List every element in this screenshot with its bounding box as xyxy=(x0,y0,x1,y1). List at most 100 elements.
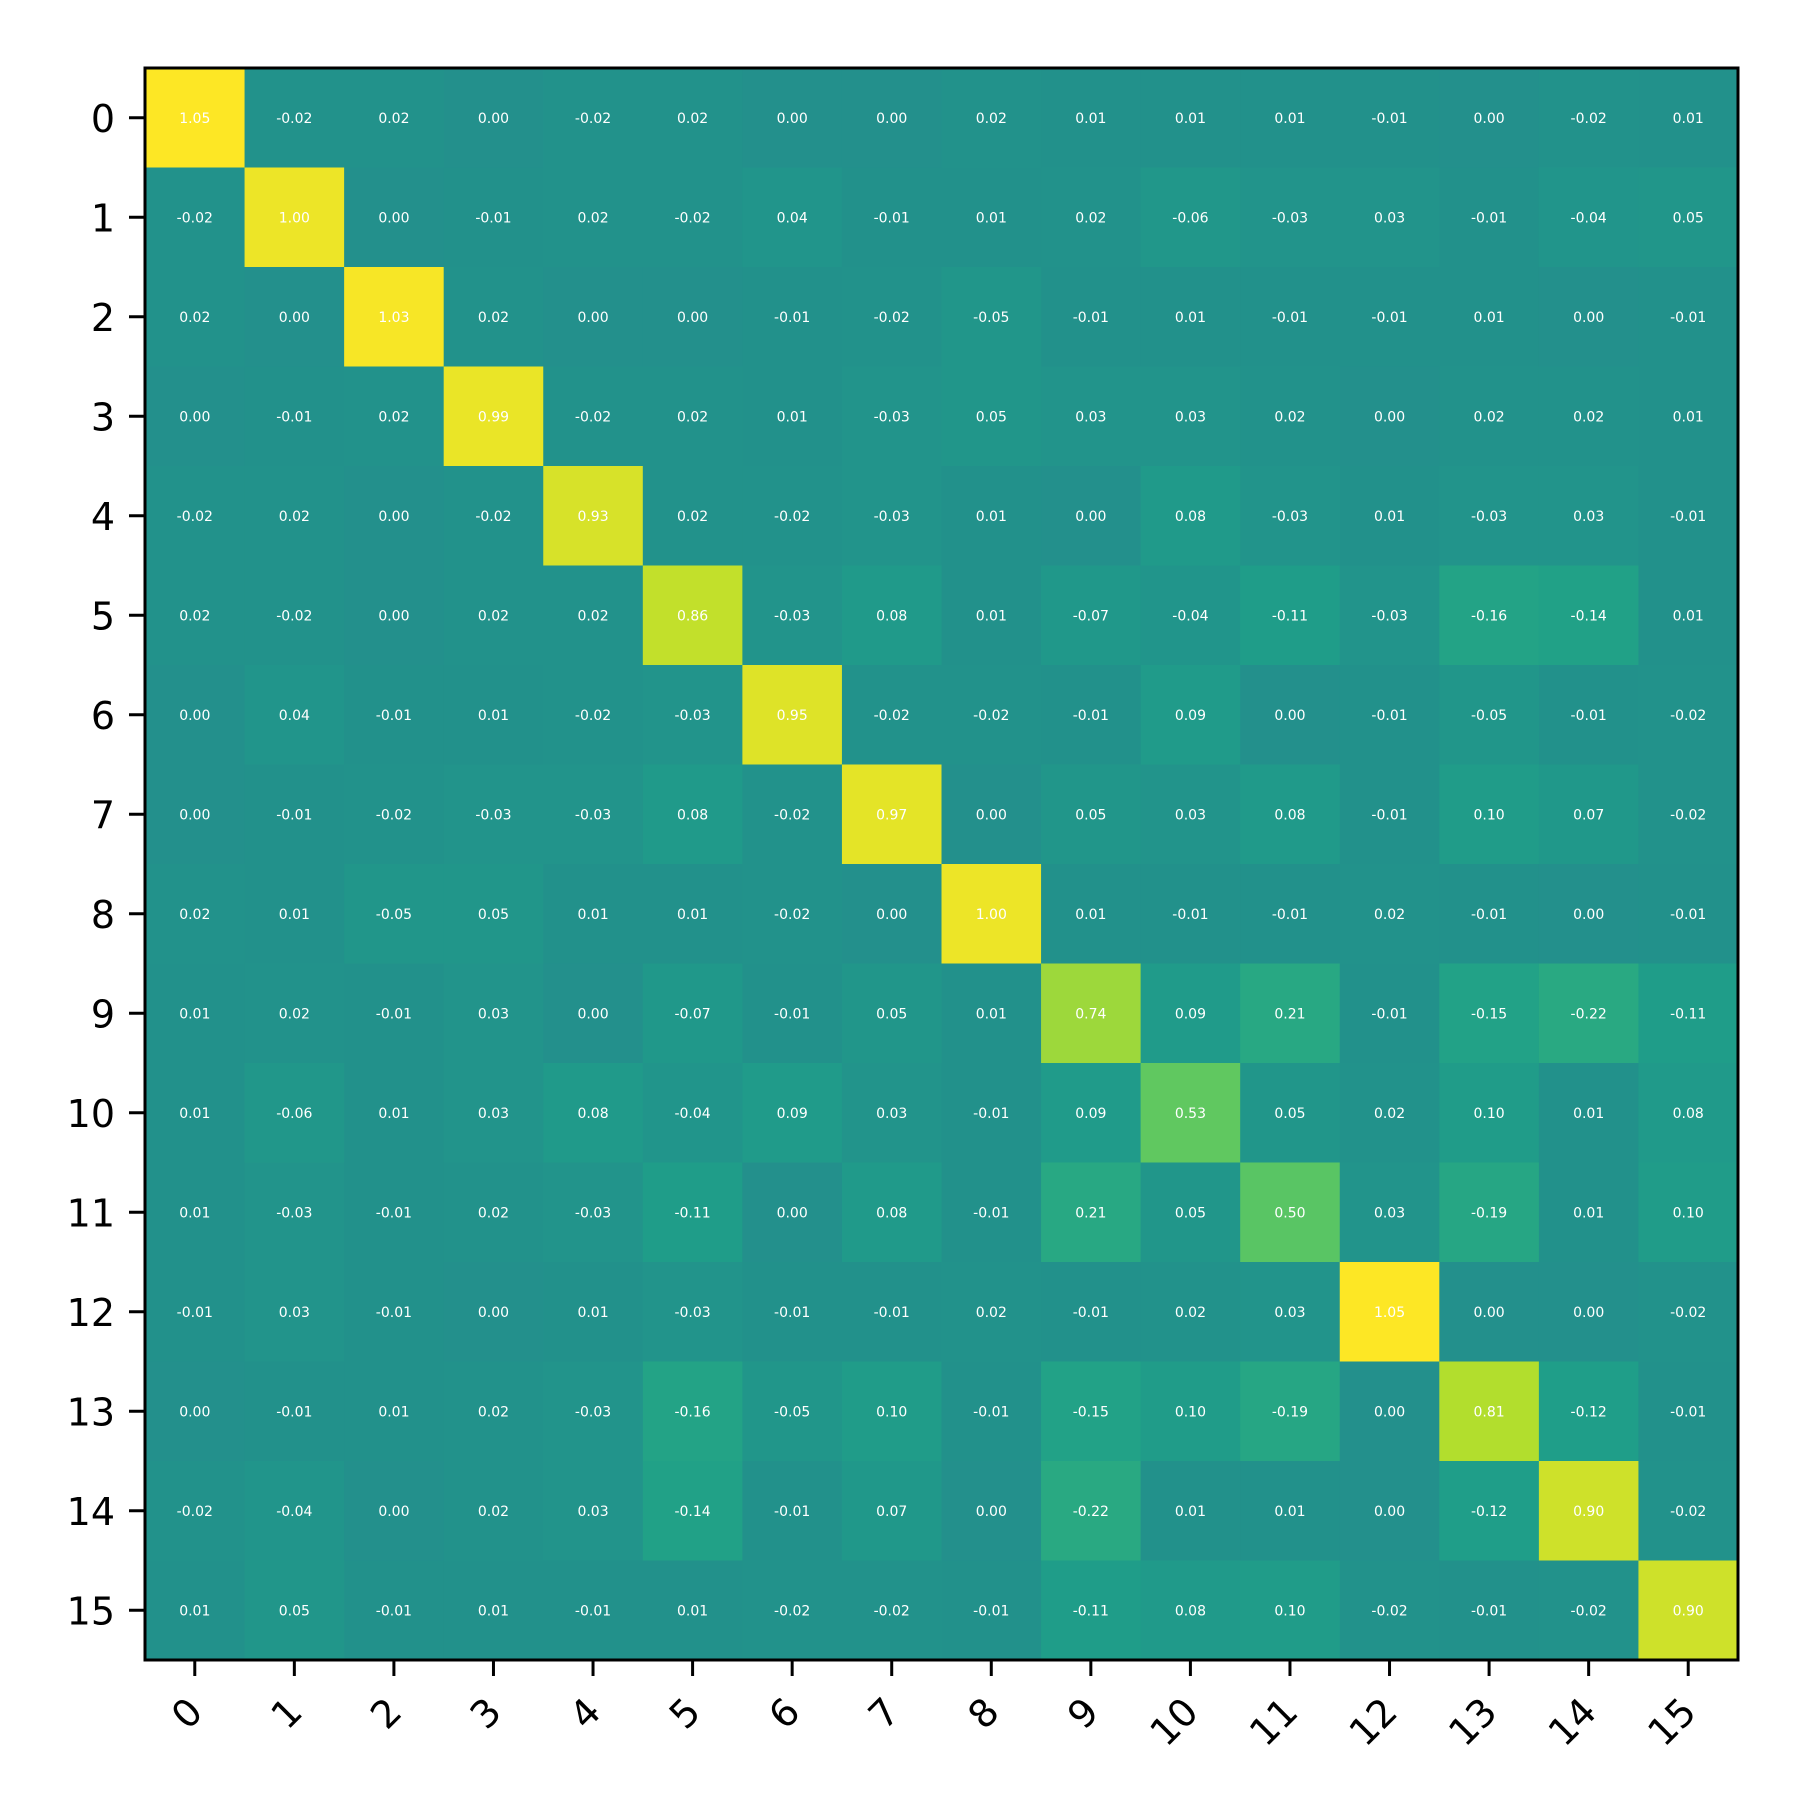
cell-value-label: 0.00 xyxy=(577,1006,608,1022)
heatmap-cell xyxy=(443,267,544,368)
heatmap-cell xyxy=(244,1461,345,1562)
cell-value-label: 0.08 xyxy=(1673,1106,1704,1122)
cell-value-label: -0.01 xyxy=(973,1603,1009,1619)
heatmap-cell xyxy=(1538,68,1640,169)
heatmap-cells xyxy=(145,68,1739,1661)
heatmap-cell xyxy=(244,466,345,567)
heatmap-cell xyxy=(1240,665,1341,766)
cell-value-label: -0.03 xyxy=(1471,509,1507,525)
x-tick-label: 1 xyxy=(262,1689,310,1737)
heatmap-cell xyxy=(1339,764,1440,865)
cell-value-label: 0.21 xyxy=(1075,1205,1106,1221)
heatmap-cell xyxy=(1439,1461,1540,1562)
cell-value-label: 0.02 xyxy=(1175,1305,1206,1321)
cell-value-label: -0.04 xyxy=(276,1504,312,1520)
heatmap-cell xyxy=(543,366,644,467)
cell-value-label: 0.09 xyxy=(1175,708,1206,724)
heatmap-cell xyxy=(443,1361,544,1462)
cell-value-label: 0.01 xyxy=(577,907,608,923)
heatmap-cell xyxy=(1041,963,1142,1064)
cell-value-label: -0.22 xyxy=(1571,1006,1607,1022)
cell-value-label: 0.00 xyxy=(378,1504,409,1520)
heatmap-cell xyxy=(642,1361,743,1462)
cell-value-label: -0.01 xyxy=(1073,708,1109,724)
heatmap-cell xyxy=(1638,665,1739,766)
cell-value-label: 0.10 xyxy=(1673,1205,1704,1221)
cell-value-label: 0.03 xyxy=(876,1106,907,1122)
heatmap-cell xyxy=(742,167,843,268)
heatmap-cell xyxy=(344,1361,445,1462)
cell-value-label: -0.02 xyxy=(674,210,710,226)
heatmap-cell xyxy=(642,366,743,467)
heatmap-cell xyxy=(1439,1560,1540,1661)
y-tick-label: 11 xyxy=(67,1191,115,1235)
cell-value-label: 0.01 xyxy=(1175,1504,1206,1520)
cell-value-label: 0.04 xyxy=(279,708,310,724)
heatmap-cell xyxy=(941,864,1042,965)
cell-value-label: -0.07 xyxy=(674,1006,710,1022)
cell-value-label: 0.00 xyxy=(1374,1504,1405,1520)
cell-value-label: 0.03 xyxy=(1274,1305,1305,1321)
cell-value-label: 0.08 xyxy=(677,807,708,823)
cell-value-label: 0.01 xyxy=(976,608,1007,624)
cell-value-label: 0.07 xyxy=(876,1504,907,1520)
x-tick-label: 6 xyxy=(760,1689,808,1737)
cell-value-label: 0.01 xyxy=(1474,310,1505,326)
heatmap-cell xyxy=(344,1461,445,1562)
cell-value-label: 0.02 xyxy=(976,111,1007,127)
heatmap-cell xyxy=(1538,1560,1640,1661)
cell-value-label: 0.86 xyxy=(677,608,708,624)
heatmap-cell xyxy=(941,1162,1042,1263)
heatmap-cell xyxy=(543,68,644,169)
heatmap-cell xyxy=(841,68,943,169)
heatmap-cell xyxy=(344,665,445,766)
cell-value-label: -0.02 xyxy=(1571,1603,1607,1619)
cell-value-label: 0.02 xyxy=(179,608,210,624)
cell-value-label: -0.02 xyxy=(1371,1603,1407,1619)
cell-value-label: 0.01 xyxy=(677,1603,708,1619)
heatmap-cell xyxy=(742,68,843,169)
cell-value-label: -0.01 xyxy=(774,1504,810,1520)
heatmap-cell xyxy=(1439,466,1540,567)
cell-value-label: 0.02 xyxy=(1374,1106,1405,1122)
cell-value-label: -0.05 xyxy=(1471,708,1507,724)
cell-value-label: -0.01 xyxy=(1371,807,1407,823)
cell-value-label: 0.08 xyxy=(876,1205,907,1221)
cell-value-label: -0.03 xyxy=(874,409,910,425)
heatmap-cell xyxy=(1140,1461,1241,1562)
cell-value-label: -0.02 xyxy=(276,608,312,624)
cell-value-label: 0.90 xyxy=(1673,1603,1704,1619)
cell-value-label: 0.08 xyxy=(1175,1603,1206,1619)
heatmap-cell xyxy=(1339,1560,1440,1661)
cell-value-label: 1.00 xyxy=(279,210,310,226)
y-tick-label: 6 xyxy=(91,694,115,738)
heatmap-cell xyxy=(941,764,1042,865)
heatmap-cell xyxy=(1439,963,1540,1064)
heatmap-cell xyxy=(1240,267,1341,368)
cell-value-label: 0.10 xyxy=(1474,1106,1505,1122)
cell-value-label: 0.95 xyxy=(777,708,808,724)
cell-value-label: 0.02 xyxy=(478,608,509,624)
heatmap-cell xyxy=(244,1560,345,1661)
heatmap-cell xyxy=(543,1560,644,1661)
heatmap-cell xyxy=(742,1461,843,1562)
heatmap-cell xyxy=(941,1262,1042,1363)
heatmap-cell xyxy=(1538,1461,1640,1562)
cell-value-label: -0.01 xyxy=(376,1205,412,1221)
heatmap-cell xyxy=(1439,366,1540,467)
cell-value-label: 0.00 xyxy=(1474,111,1505,127)
cell-value-label: 1.05 xyxy=(179,111,210,127)
cell-value-label: 0.10 xyxy=(1274,1603,1305,1619)
heatmap-cell xyxy=(1638,1162,1739,1263)
heatmap-cell xyxy=(742,665,843,766)
heatmap-cell xyxy=(1041,1361,1142,1462)
cell-value-label: 0.02 xyxy=(378,111,409,127)
heatmap-cell xyxy=(941,167,1042,268)
cell-value-label: 0.01 xyxy=(1175,111,1206,127)
heatmap-cell xyxy=(941,366,1042,467)
heatmap-cell xyxy=(145,267,246,368)
cell-value-label: -0.01 xyxy=(376,1006,412,1022)
cell-value-label: -0.03 xyxy=(1272,509,1308,525)
heatmap-cell xyxy=(1041,68,1142,169)
